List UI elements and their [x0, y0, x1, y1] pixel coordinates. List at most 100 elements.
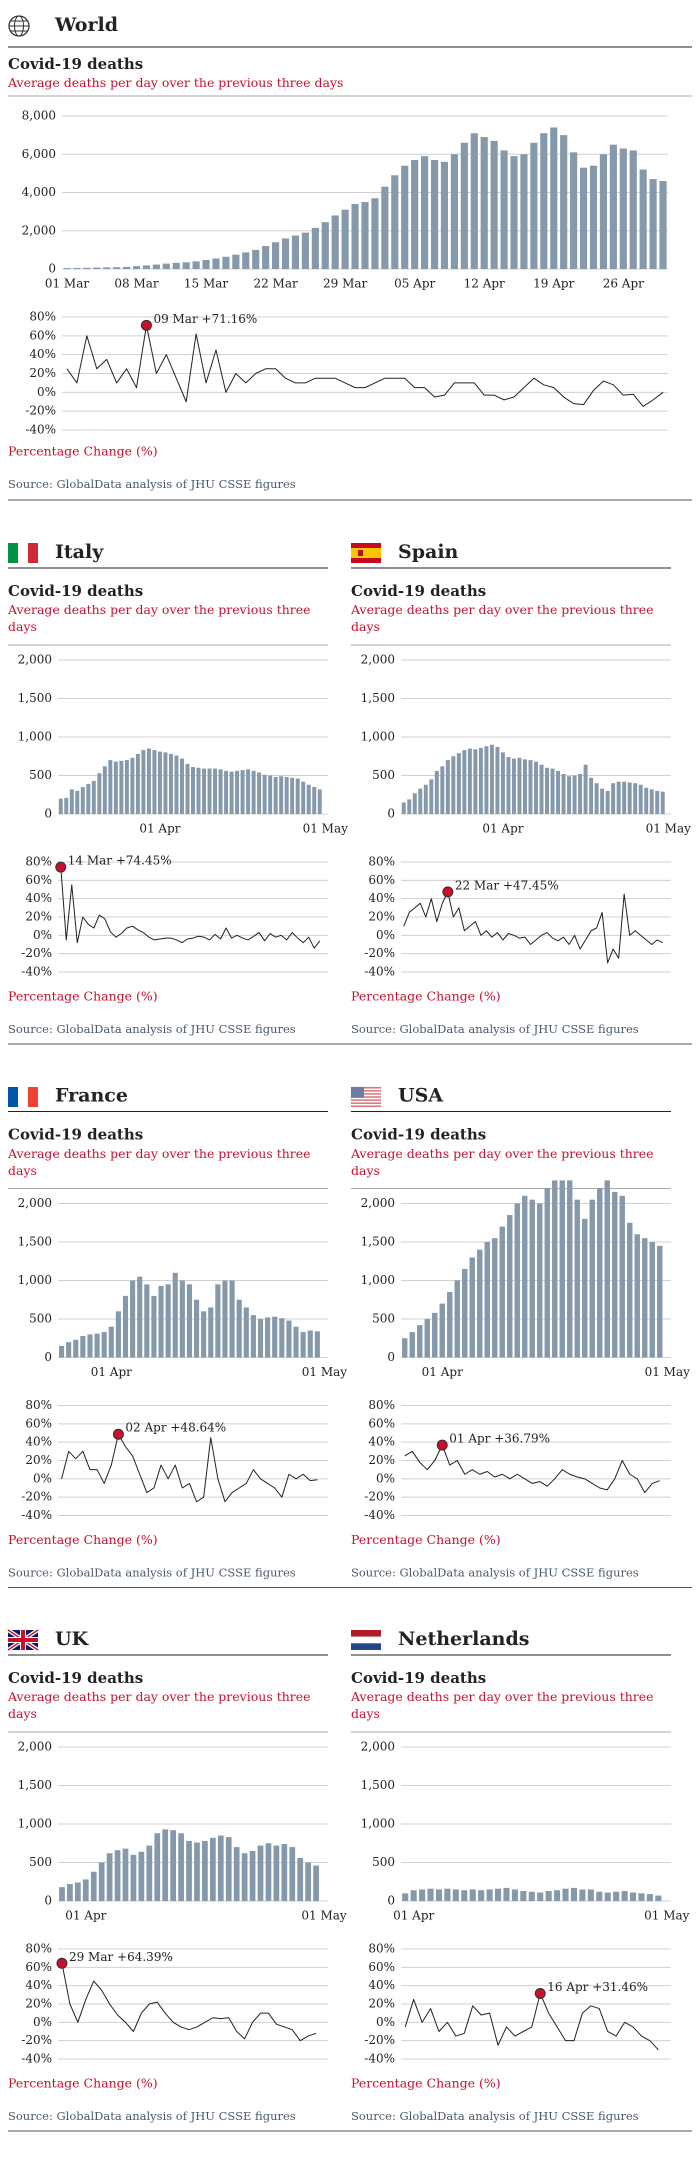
bar: [452, 1889, 459, 1901]
bar: [152, 750, 157, 814]
bar: [478, 1890, 485, 1901]
bar: [209, 1837, 216, 1901]
bar: [246, 769, 251, 814]
bar: [137, 1276, 143, 1358]
bar: [604, 1892, 611, 1901]
bar: [484, 746, 489, 814]
bar: [473, 749, 478, 814]
section-heading: Netherlands: [398, 1628, 529, 1650]
bar: [152, 264, 160, 269]
flag-stripe: [351, 1105, 381, 1107]
bar: [578, 773, 583, 814]
bar: [627, 782, 632, 814]
bar: [142, 265, 151, 269]
y-tick-label: 0%: [37, 385, 56, 399]
bar: [122, 1295, 129, 1358]
bar: [279, 1318, 285, 1358]
bar: [494, 1888, 502, 1901]
x-tick-label: 15 Mar: [184, 277, 229, 291]
flag-netherlands: [351, 1630, 381, 1650]
bar: [186, 1284, 193, 1358]
y-tick-label: 60%: [25, 1416, 52, 1430]
chart-title: Covid-19 deaths: [351, 582, 486, 600]
bar: [114, 1850, 121, 1901]
bar: [146, 1845, 153, 1901]
source-note: Source: GlobalData analysis of JHU CSSE …: [351, 1566, 639, 1580]
bar: [560, 135, 568, 269]
y-tick-label: 1,500: [361, 1778, 395, 1792]
bar: [202, 1840, 208, 1901]
bar: [130, 757, 135, 814]
bar: [135, 753, 140, 814]
bar: [469, 1889, 476, 1901]
bar: [317, 789, 322, 814]
bar: [612, 1191, 618, 1358]
y-tick-label: -40%: [25, 423, 56, 437]
bar: [124, 760, 129, 814]
bar: [419, 1889, 426, 1901]
y-tick-label: 2,000: [18, 1196, 52, 1210]
bar: [182, 262, 190, 269]
bar: [172, 1272, 178, 1358]
y-tick-label: -40%: [364, 2052, 395, 2066]
bar: [162, 1829, 169, 1901]
y-tick-label: 60%: [25, 873, 52, 887]
bar: [192, 261, 200, 269]
bar: [500, 752, 505, 814]
bar: [529, 1199, 535, 1358]
bar: [130, 1280, 136, 1358]
bar: [281, 238, 290, 269]
bar: [423, 784, 428, 814]
bar: [291, 235, 300, 269]
source-note: Source: GlobalData analysis of JHU CSSE …: [8, 2109, 296, 2123]
bar: [490, 140, 498, 269]
bar: [151, 1295, 157, 1358]
y-tick-label: 80%: [25, 1398, 52, 1412]
bar: [522, 1195, 528, 1358]
subtitle-box: Average deaths per day over the previous…: [351, 1689, 654, 1721]
bar: [108, 1326, 114, 1358]
bar: [572, 775, 577, 814]
bar: [250, 1315, 256, 1358]
bar: [113, 267, 121, 269]
bar: [103, 267, 111, 269]
bar: [619, 1195, 625, 1358]
subtitle-box: Average deaths per day over the previous…: [8, 1689, 311, 1721]
bar: [587, 1889, 594, 1901]
y-tick-label: 0: [44, 807, 52, 821]
bar: [567, 776, 572, 814]
bar: [281, 1844, 288, 1901]
bar: [306, 784, 311, 814]
bar: [101, 1332, 107, 1358]
y-tick-label: 20%: [368, 910, 395, 924]
bar: [500, 150, 508, 269]
y-tick-label: 2,000: [18, 653, 52, 667]
bar: [138, 1851, 145, 1901]
bar: [178, 1833, 184, 1901]
y-tick-label: 1,500: [18, 1778, 52, 1792]
bar: [119, 760, 124, 814]
bar: [528, 760, 533, 814]
bar: [659, 181, 667, 269]
bar: [402, 1893, 409, 1901]
chart-title: Covid-19 deaths: [8, 55, 143, 73]
bar: [314, 1331, 320, 1358]
x-tick-label: 01 Apr: [91, 1365, 132, 1379]
y-tick-label: 80%: [25, 855, 52, 869]
bar: [106, 1853, 113, 1901]
bar: [407, 799, 412, 814]
bar: [257, 772, 262, 814]
y-tick-label: 0%: [376, 928, 395, 942]
flag-band: [18, 543, 28, 563]
bar: [73, 1339, 79, 1358]
bar: [229, 1280, 235, 1358]
y-tick-label: 20%: [25, 1453, 52, 1467]
source-note: Source: GlobalData analysis of JHU CSSE …: [8, 1566, 296, 1580]
bar: [222, 1280, 228, 1358]
bar: [596, 1891, 603, 1901]
bar: [141, 750, 146, 814]
bar: [445, 760, 450, 814]
y-tick-label: 60%: [368, 873, 395, 887]
flag-stripe: [351, 1093, 381, 1095]
